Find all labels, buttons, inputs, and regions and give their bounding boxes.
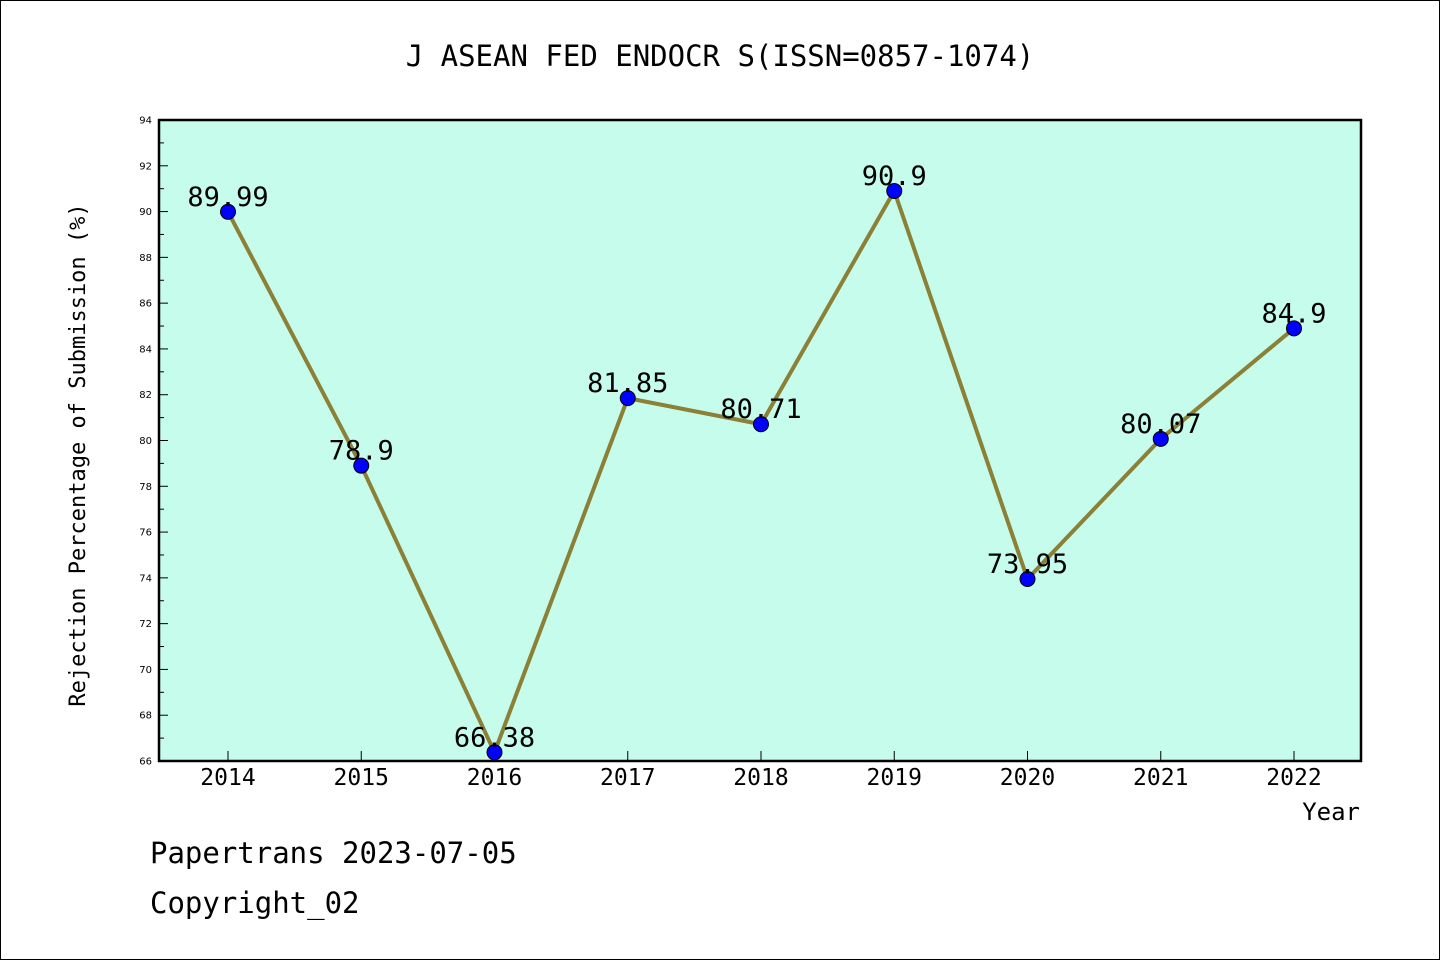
x-tick-label: 2018 (733, 765, 788, 791)
data-label: 73.95 (987, 549, 1068, 580)
data-label: 81.85 (587, 368, 668, 399)
y-tick-label: 84 (139, 344, 152, 355)
data-label: 66.38 (454, 722, 535, 753)
footer-copyright: Copyright_02 (150, 886, 360, 920)
y-tick-label: 88 (139, 253, 152, 264)
data-point (1286, 320, 1302, 337)
y-tick-label: 86 (139, 299, 152, 310)
y-axis: 66 68 70 72 74 76 78 80 82 84 86 88 90 92 94 (139, 116, 168, 768)
x-tick-label: 2019 (867, 765, 922, 791)
x-tick-label: 2015 (334, 765, 389, 791)
x-tick-label: 2022 (1266, 765, 1321, 791)
x-tick-label: 2017 (600, 765, 655, 791)
y-tick-label: 68 (139, 711, 152, 722)
data-point (886, 182, 903, 199)
y-tick-label: 78 (139, 482, 152, 493)
chart-title: J ASEAN FED ENDOCR S(ISSN=0857-1074) (406, 39, 1035, 73)
data-point (1152, 430, 1169, 447)
data-point (486, 744, 503, 761)
data-point (353, 457, 370, 474)
y-axis-label: Rejection Percentage of Submission (%) (66, 203, 91, 706)
x-tick-label: 2014 (200, 765, 255, 791)
y-tick-label: 92 (139, 161, 152, 172)
y-tick-label: 70 (139, 665, 152, 676)
y-tick-label: 74 (139, 573, 152, 584)
data-label: 78.9 (329, 436, 394, 467)
data-label: 89.99 (187, 182, 268, 213)
x-tick-label: 2021 (1133, 765, 1188, 791)
data-point (753, 416, 769, 433)
y-tick-label: 66 (139, 757, 152, 768)
x-tick-label: 2020 (1000, 765, 1055, 791)
data-point (1019, 571, 1036, 588)
x-axis-label: Year (1302, 798, 1360, 826)
data-label: 90.9 (862, 161, 927, 192)
data-label: 80.71 (720, 394, 801, 425)
y-tick-label: 80 (139, 436, 152, 447)
y-tick-label: 76 (139, 528, 152, 539)
data-point (619, 390, 636, 407)
x-axis: 2014 2015 2016 2017 2018 2019 2020 2021 2022 (200, 751, 1322, 791)
y-tick-label: 72 (139, 619, 152, 630)
data-point (220, 203, 236, 220)
x-tick-label: 2016 (467, 765, 522, 791)
footer-date: Papertrans 2023-07-05 (150, 836, 517, 870)
data-label: 84.9 (1261, 298, 1326, 329)
data-label: 80.07 (1120, 409, 1201, 440)
y-tick-label: 94 (139, 116, 152, 127)
y-tick-label: 90 (139, 207, 152, 218)
series-group: 89.99 78.9 66.38 81.85 80.71 90.9 73.95 80.07 84… (187, 161, 1327, 761)
y-tick-label: 82 (139, 390, 152, 401)
